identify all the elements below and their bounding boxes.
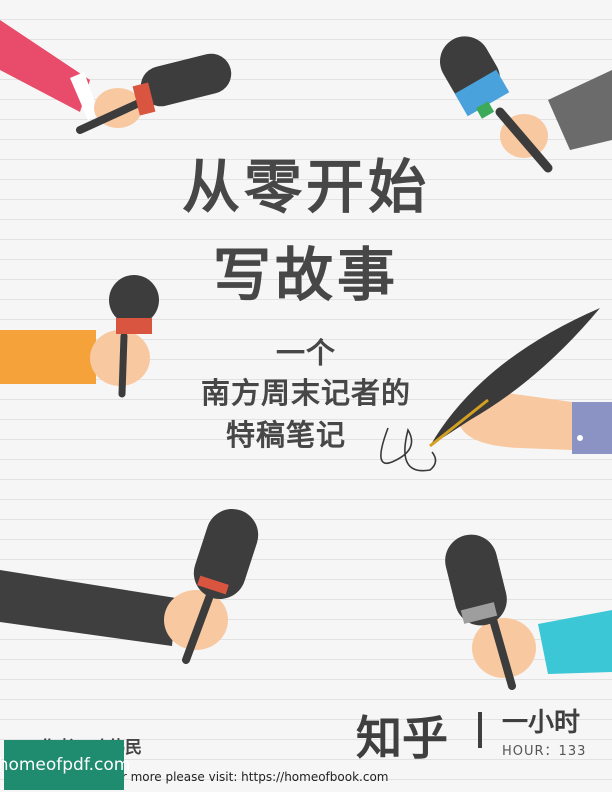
book-title-line-1: 从零开始 xyxy=(181,153,430,221)
book-title-line-2: 写故事 xyxy=(212,241,399,309)
reporter-hand-left xyxy=(0,275,159,398)
reporter-hand-bottom-right xyxy=(445,534,612,690)
visit-link[interactable]: For more please visit: https://homeofboo… xyxy=(108,770,389,784)
watermark-badge[interactable]: homeofpdf.com xyxy=(0,740,130,790)
publisher-logo: 知乎 xyxy=(356,711,448,765)
subtitle-line-3: 特稿笔记 xyxy=(225,418,346,452)
microphone-icon xyxy=(182,508,259,664)
microphone-icon xyxy=(76,53,232,134)
quill-pen-icon xyxy=(380,308,600,472)
microphone-icon xyxy=(445,534,516,690)
reporter-hand-top-right xyxy=(440,36,612,173)
reporter-hand-top-left xyxy=(0,20,232,134)
subtitle-line-2: 南方周末记者的 xyxy=(200,376,411,410)
hour-label: HOUR：133 xyxy=(502,744,587,759)
writer-hand-right xyxy=(380,308,612,472)
reporter-hand-bottom-left xyxy=(0,508,259,664)
microphone-icon xyxy=(109,275,159,398)
logo-divider xyxy=(478,712,482,748)
series-name: 一小时 xyxy=(502,708,581,738)
subtitle-line-1: 一个 xyxy=(275,336,336,370)
microphone-icon xyxy=(440,36,553,173)
